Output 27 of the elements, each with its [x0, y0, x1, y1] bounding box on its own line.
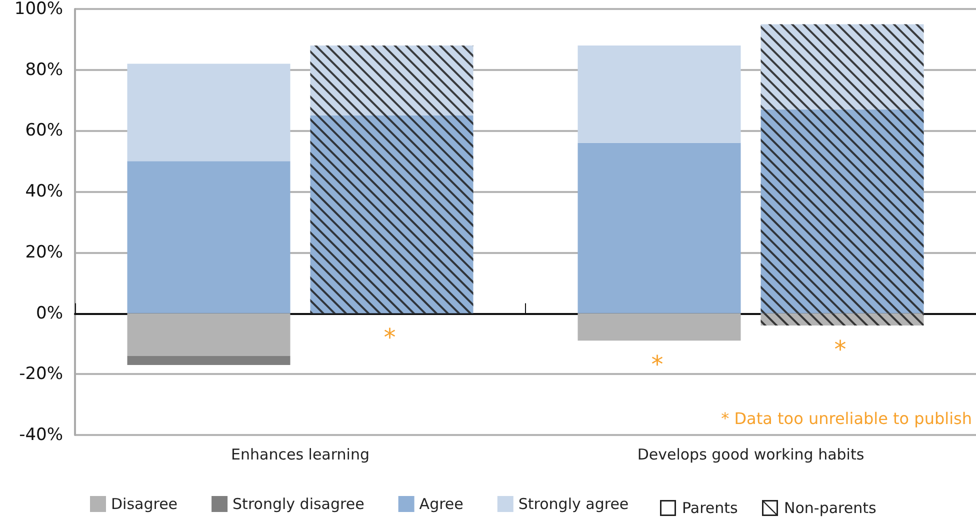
- bar: [578, 313, 741, 341]
- text: *: [651, 350, 664, 379]
- y-tick-label: 20%: [25, 242, 63, 262]
- bar: [127, 313, 290, 356]
- legend-label: Agree: [419, 495, 464, 513]
- x-tick-label: Enhances learning: [231, 446, 370, 464]
- bar: [127, 64, 290, 162]
- y-tick-label: 80%: [25, 60, 63, 80]
- bar: [127, 356, 290, 366]
- y-tick-label: 100%: [14, 0, 63, 19]
- y-tick-label: 0%: [36, 303, 63, 324]
- text: *: [384, 323, 396, 352]
- y-tick-label: 40%: [25, 182, 63, 202]
- text: Parents: [682, 499, 738, 517]
- bar: [127, 161, 290, 314]
- annotation: * Data too unreliable to publish: [721, 409, 972, 428]
- legend-label: Strongly disagree: [232, 495, 364, 513]
- text: *: [834, 335, 846, 364]
- legend-label: Strongly agree: [518, 495, 629, 513]
- y-tick-label: 60%: [25, 120, 63, 141]
- bar: [578, 46, 741, 143]
- legend-label: Disagree: [111, 495, 178, 513]
- text: Non-parents: [784, 499, 876, 517]
- y-tick-label: -40%: [19, 425, 63, 445]
- x-tick-label: Develops good working habits: [637, 446, 864, 464]
- bar: [578, 142, 741, 314]
- y-tick-label: -20%: [19, 364, 63, 384]
